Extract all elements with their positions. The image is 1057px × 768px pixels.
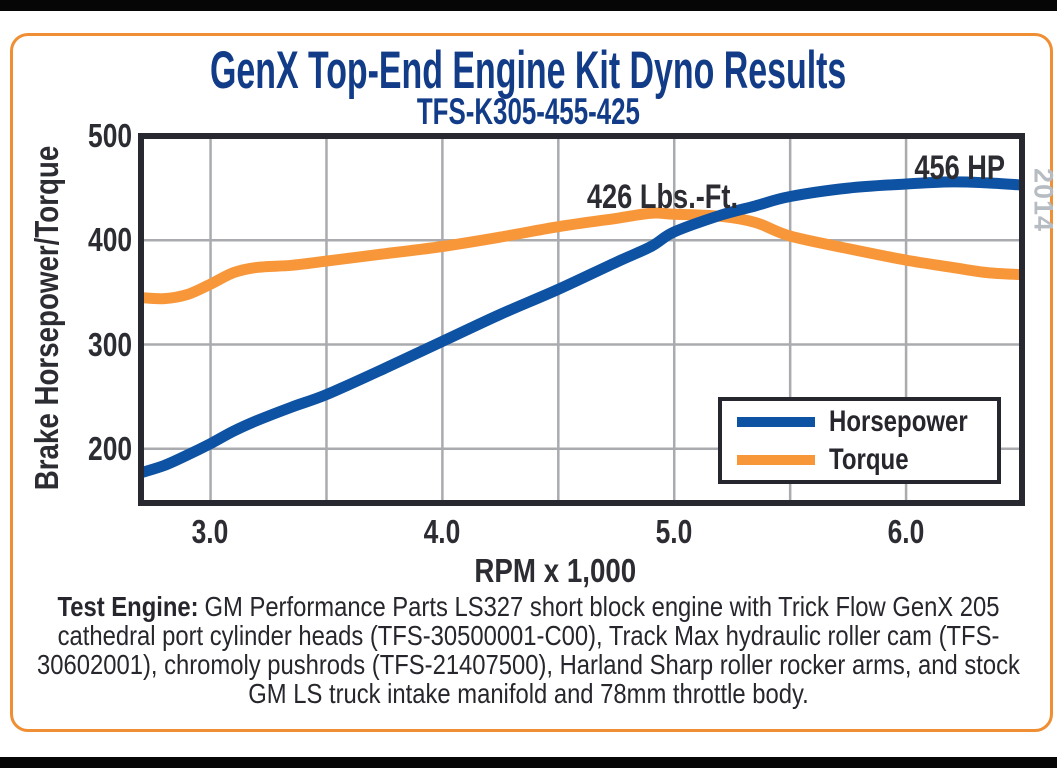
- y-tick-200: 200: [87, 430, 132, 467]
- plot-border: [138, 133, 1025, 506]
- horsepower-curve: [141, 176, 1022, 479]
- page-subtitle-text: TFS-K305-455-425: [416, 91, 641, 132]
- horsepower-line-swatch: [737, 416, 815, 427]
- legend-label-horsepower: Horsepower: [829, 404, 968, 438]
- x-tick-3: 3.0: [191, 513, 229, 550]
- y-tick-500: 500: [87, 117, 132, 154]
- chart-legend: Horsepower Torque: [718, 397, 1001, 484]
- legend-row-torque: Torque: [722, 441, 997, 479]
- torque-peak-annotation: 426 Lbs.-Ft.: [586, 178, 738, 216]
- top-crop-bar: [0, 0, 1057, 11]
- legend-label-torque: Torque: [829, 442, 909, 476]
- orange-frame: [10, 33, 1053, 732]
- page-title-text: GenX Top-End Engine Kit Dyno Results: [210, 41, 847, 100]
- test-engine-label: Test Engine:: [57, 591, 199, 622]
- hp-peak-annotation: 456 HP: [914, 149, 1006, 187]
- legend-row-horsepower: Horsepower: [722, 403, 997, 441]
- y-tick-300: 300: [87, 326, 132, 363]
- bottom-crop-bar: [0, 757, 1057, 768]
- x-axis-title: RPM x 1,000: [474, 552, 636, 589]
- torque-curve: [141, 207, 1022, 305]
- page-subtitle: TFS-K305-455-425: [0, 93, 1057, 130]
- x-tick-4: 4.0: [423, 513, 461, 550]
- y-tick-400: 400: [87, 221, 132, 258]
- torque-line-swatch: [737, 454, 815, 465]
- x-tick-6: 6.0: [887, 513, 925, 550]
- page-title: GenX Top-End Engine Kit Dyno Results: [0, 44, 1057, 97]
- x-tick-5: 5.0: [655, 513, 693, 550]
- test-engine-description: Test Engine: GM Performance Parts LS327 s…: [27, 592, 1031, 708]
- test-engine-text: GM Performance Parts LS327 short block e…: [37, 591, 1020, 709]
